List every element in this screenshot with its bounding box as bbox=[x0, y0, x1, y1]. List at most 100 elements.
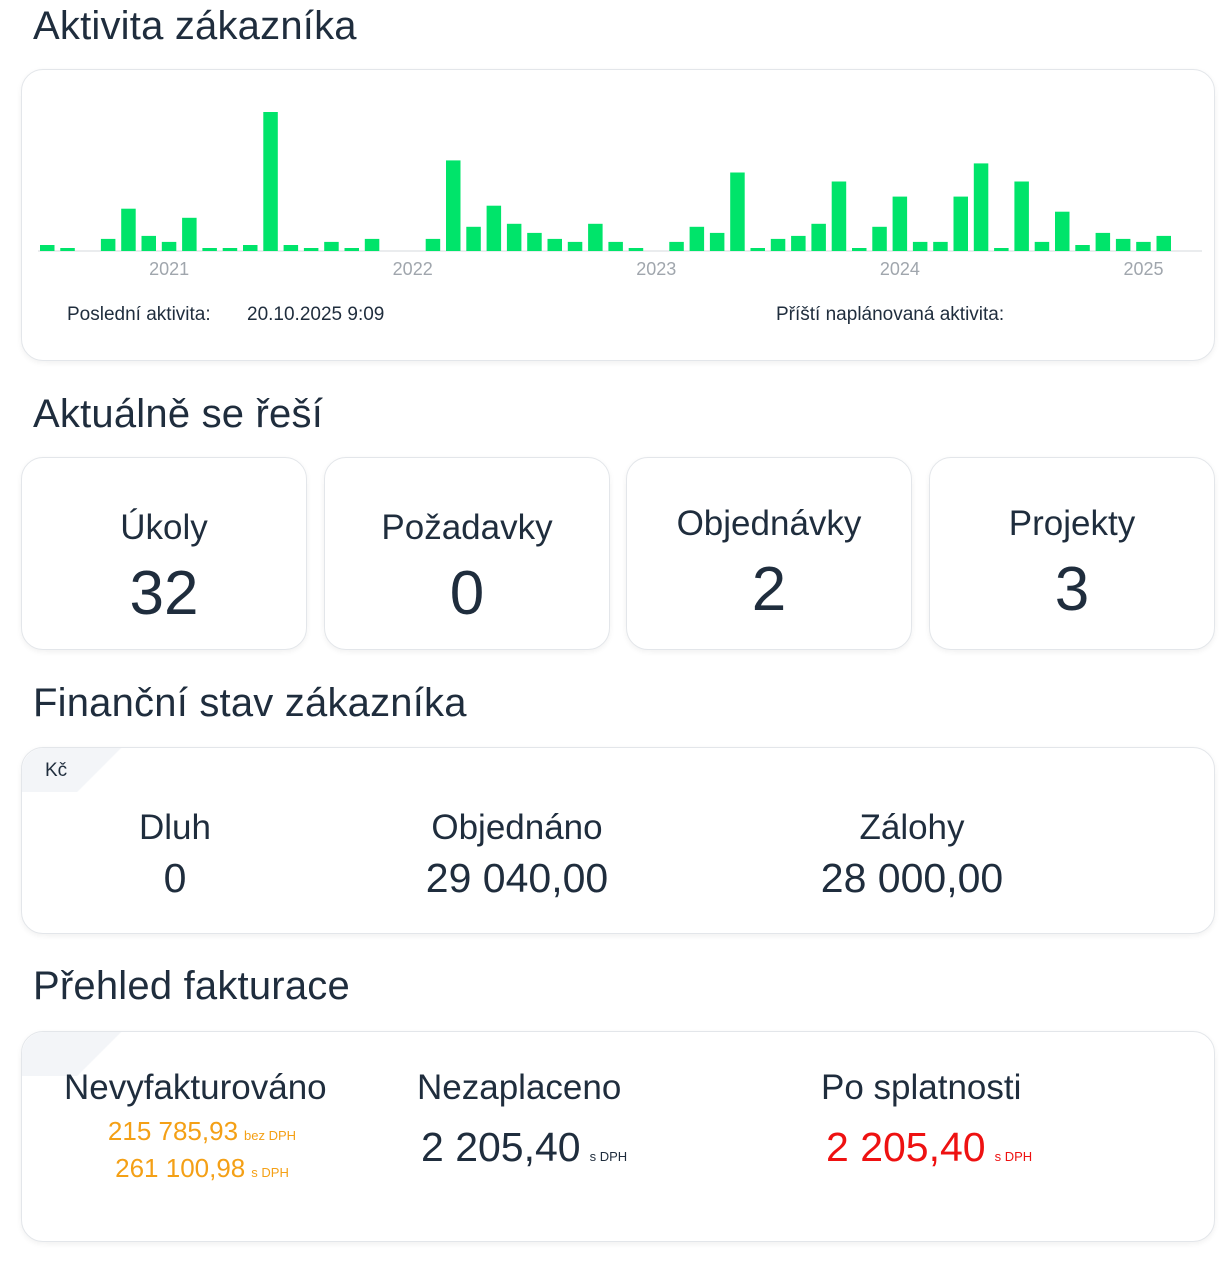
activity-bar bbox=[588, 223, 603, 251]
orders-card[interactable]: Objednávky 2 bbox=[626, 457, 912, 650]
deposits-label: Zálohy bbox=[859, 808, 965, 847]
unbilled-net-line: 215 785,93 bez DPH bbox=[64, 1116, 340, 1147]
activity-bar bbox=[892, 196, 908, 251]
activity-bar bbox=[994, 248, 1009, 251]
requests-card[interactable]: Požadavky 0 bbox=[324, 457, 610, 650]
activity-bar bbox=[709, 232, 725, 251]
activity-bar bbox=[1156, 235, 1171, 251]
debt-value: 0 bbox=[163, 855, 187, 901]
unpaid-line: 2 205,40 s DPH bbox=[421, 1124, 737, 1171]
currency-tag bbox=[22, 748, 142, 792]
activity-bar bbox=[730, 172, 745, 251]
invoicing-corner bbox=[22, 1032, 142, 1076]
activity-bar bbox=[831, 181, 847, 251]
overdue-label: Po splatnosti bbox=[821, 1068, 1022, 1107]
activity-bar bbox=[243, 245, 258, 251]
unpaid-suffix: s DPH bbox=[589, 1149, 628, 1164]
year-tick-label: 2022 bbox=[393, 259, 433, 279]
finance-card: Kč Dluh 0 Objednáno 29 040,00 Zálohy 28 … bbox=[21, 747, 1215, 934]
projects-label: Projekty bbox=[1008, 504, 1136, 543]
activity-bar bbox=[750, 248, 765, 251]
activity-bar bbox=[527, 232, 542, 251]
activity-bar bbox=[303, 248, 319, 251]
unbilled-gross-suffix: s DPH bbox=[251, 1165, 289, 1180]
invoicing-title: Přehled fakturace bbox=[33, 964, 350, 1008]
debt-block: Dluh 0 bbox=[22, 806, 335, 906]
tasks-count: 32 bbox=[129, 559, 199, 628]
year-tick-label: 2023 bbox=[636, 259, 676, 279]
activity-bar bbox=[100, 238, 116, 251]
activity-bar bbox=[811, 223, 826, 251]
deposits-block: Zálohy 28 000,00 bbox=[752, 806, 1072, 906]
invoicing-card: Nevyfakturováno 215 785,93 bez DPH 261 1… bbox=[21, 1031, 1215, 1242]
activity-bar bbox=[953, 196, 968, 251]
activity-bar bbox=[222, 248, 238, 251]
activity-bar bbox=[60, 248, 75, 251]
last-activity-label: Poslední aktivita: bbox=[67, 304, 211, 325]
activity-bar bbox=[1115, 238, 1131, 251]
year-tick-label: 2025 bbox=[1123, 259, 1163, 279]
activity-bar bbox=[364, 238, 380, 251]
year-tick-label: 2021 bbox=[149, 259, 189, 279]
activity-bar bbox=[791, 235, 806, 251]
activity-bar bbox=[669, 241, 684, 251]
overdue-value: 2 205,40 bbox=[826, 1124, 986, 1170]
activity-bar bbox=[40, 245, 55, 251]
unbilled-gross-value: 261 100,98 bbox=[115, 1153, 246, 1183]
ordered-block: Objednáno 29 040,00 bbox=[357, 806, 677, 906]
deposits-value: 28 000,00 bbox=[820, 855, 1004, 901]
activity-bar bbox=[506, 223, 522, 251]
activity-bar bbox=[912, 241, 928, 251]
orders-label: Objednávky bbox=[676, 504, 862, 543]
requests-count: 0 bbox=[449, 559, 485, 628]
activity-bar bbox=[973, 163, 989, 251]
activity-bar bbox=[547, 238, 562, 251]
ordered-value: 29 040,00 bbox=[425, 855, 609, 901]
activity-bar bbox=[567, 241, 583, 251]
activity-bar bbox=[486, 205, 502, 251]
last-activity-value: 20.10.2025 9:09 bbox=[247, 304, 385, 325]
activity-bar bbox=[425, 238, 441, 251]
debt-label: Dluh bbox=[139, 808, 211, 847]
next-activity-label: Příští naplánovaná aktivita: bbox=[776, 304, 1005, 325]
tasks-card[interactable]: Úkoly 32 bbox=[21, 457, 307, 650]
activity-bar bbox=[689, 226, 705, 251]
unbilled-net-value: 215 785,93 bbox=[107, 1116, 239, 1146]
activity-bar bbox=[141, 235, 156, 251]
requests-label: Požadavky bbox=[381, 508, 553, 547]
activity-bar bbox=[1014, 181, 1029, 251]
activity-bar bbox=[770, 238, 786, 251]
activity-chart: 2021 2022 2023 2024 2025 bbox=[38, 112, 1202, 279]
overdue-block: Po splatnosti 2 205,40 s DPH bbox=[821, 1066, 1141, 1171]
activity-card: 2021 2022 2023 2024 2025 Poslední aktivita: … bbox=[21, 69, 1215, 361]
current-title: Aktuálně se řeší bbox=[33, 392, 324, 436]
unbilled-label: Nevyfakturováno bbox=[64, 1068, 327, 1107]
projects-card[interactable]: Projekty 3 bbox=[929, 457, 1215, 650]
unpaid-value: 2 205,40 bbox=[421, 1124, 581, 1170]
activity-bar bbox=[263, 112, 278, 251]
activity-bar bbox=[161, 241, 177, 251]
activity-bar bbox=[283, 245, 299, 251]
activity-bar bbox=[1075, 245, 1090, 251]
projects-count: 3 bbox=[1054, 555, 1090, 624]
overdue-line: 2 205,40 s DPH bbox=[826, 1124, 1141, 1171]
activity-bar bbox=[182, 217, 197, 251]
overdue-suffix: s DPH bbox=[994, 1149, 1033, 1164]
currency-label: Kč bbox=[45, 760, 68, 781]
activity-bar bbox=[1095, 232, 1111, 251]
unpaid-label: Nezaplaceno bbox=[417, 1068, 622, 1107]
activity-bar bbox=[121, 208, 136, 251]
activity-title: Aktivita zákazníka bbox=[33, 4, 357, 48]
activity-bar bbox=[852, 248, 867, 251]
activity-bar bbox=[608, 241, 623, 251]
unbilled-block: Nevyfakturováno 215 785,93 bez DPH 261 1… bbox=[64, 1066, 364, 1184]
activity-bar bbox=[344, 248, 359, 251]
finance-title: Finanční stav zákazníka bbox=[33, 681, 467, 725]
activity-bar bbox=[1034, 241, 1050, 251]
orders-count: 2 bbox=[751, 555, 787, 624]
activity-bar bbox=[628, 248, 644, 251]
activity-bar bbox=[872, 226, 887, 251]
activity-bar bbox=[202, 248, 217, 251]
activity-bar bbox=[1055, 211, 1070, 251]
unpaid-block: Nezaplaceno 2 205,40 s DPH bbox=[417, 1066, 737, 1171]
